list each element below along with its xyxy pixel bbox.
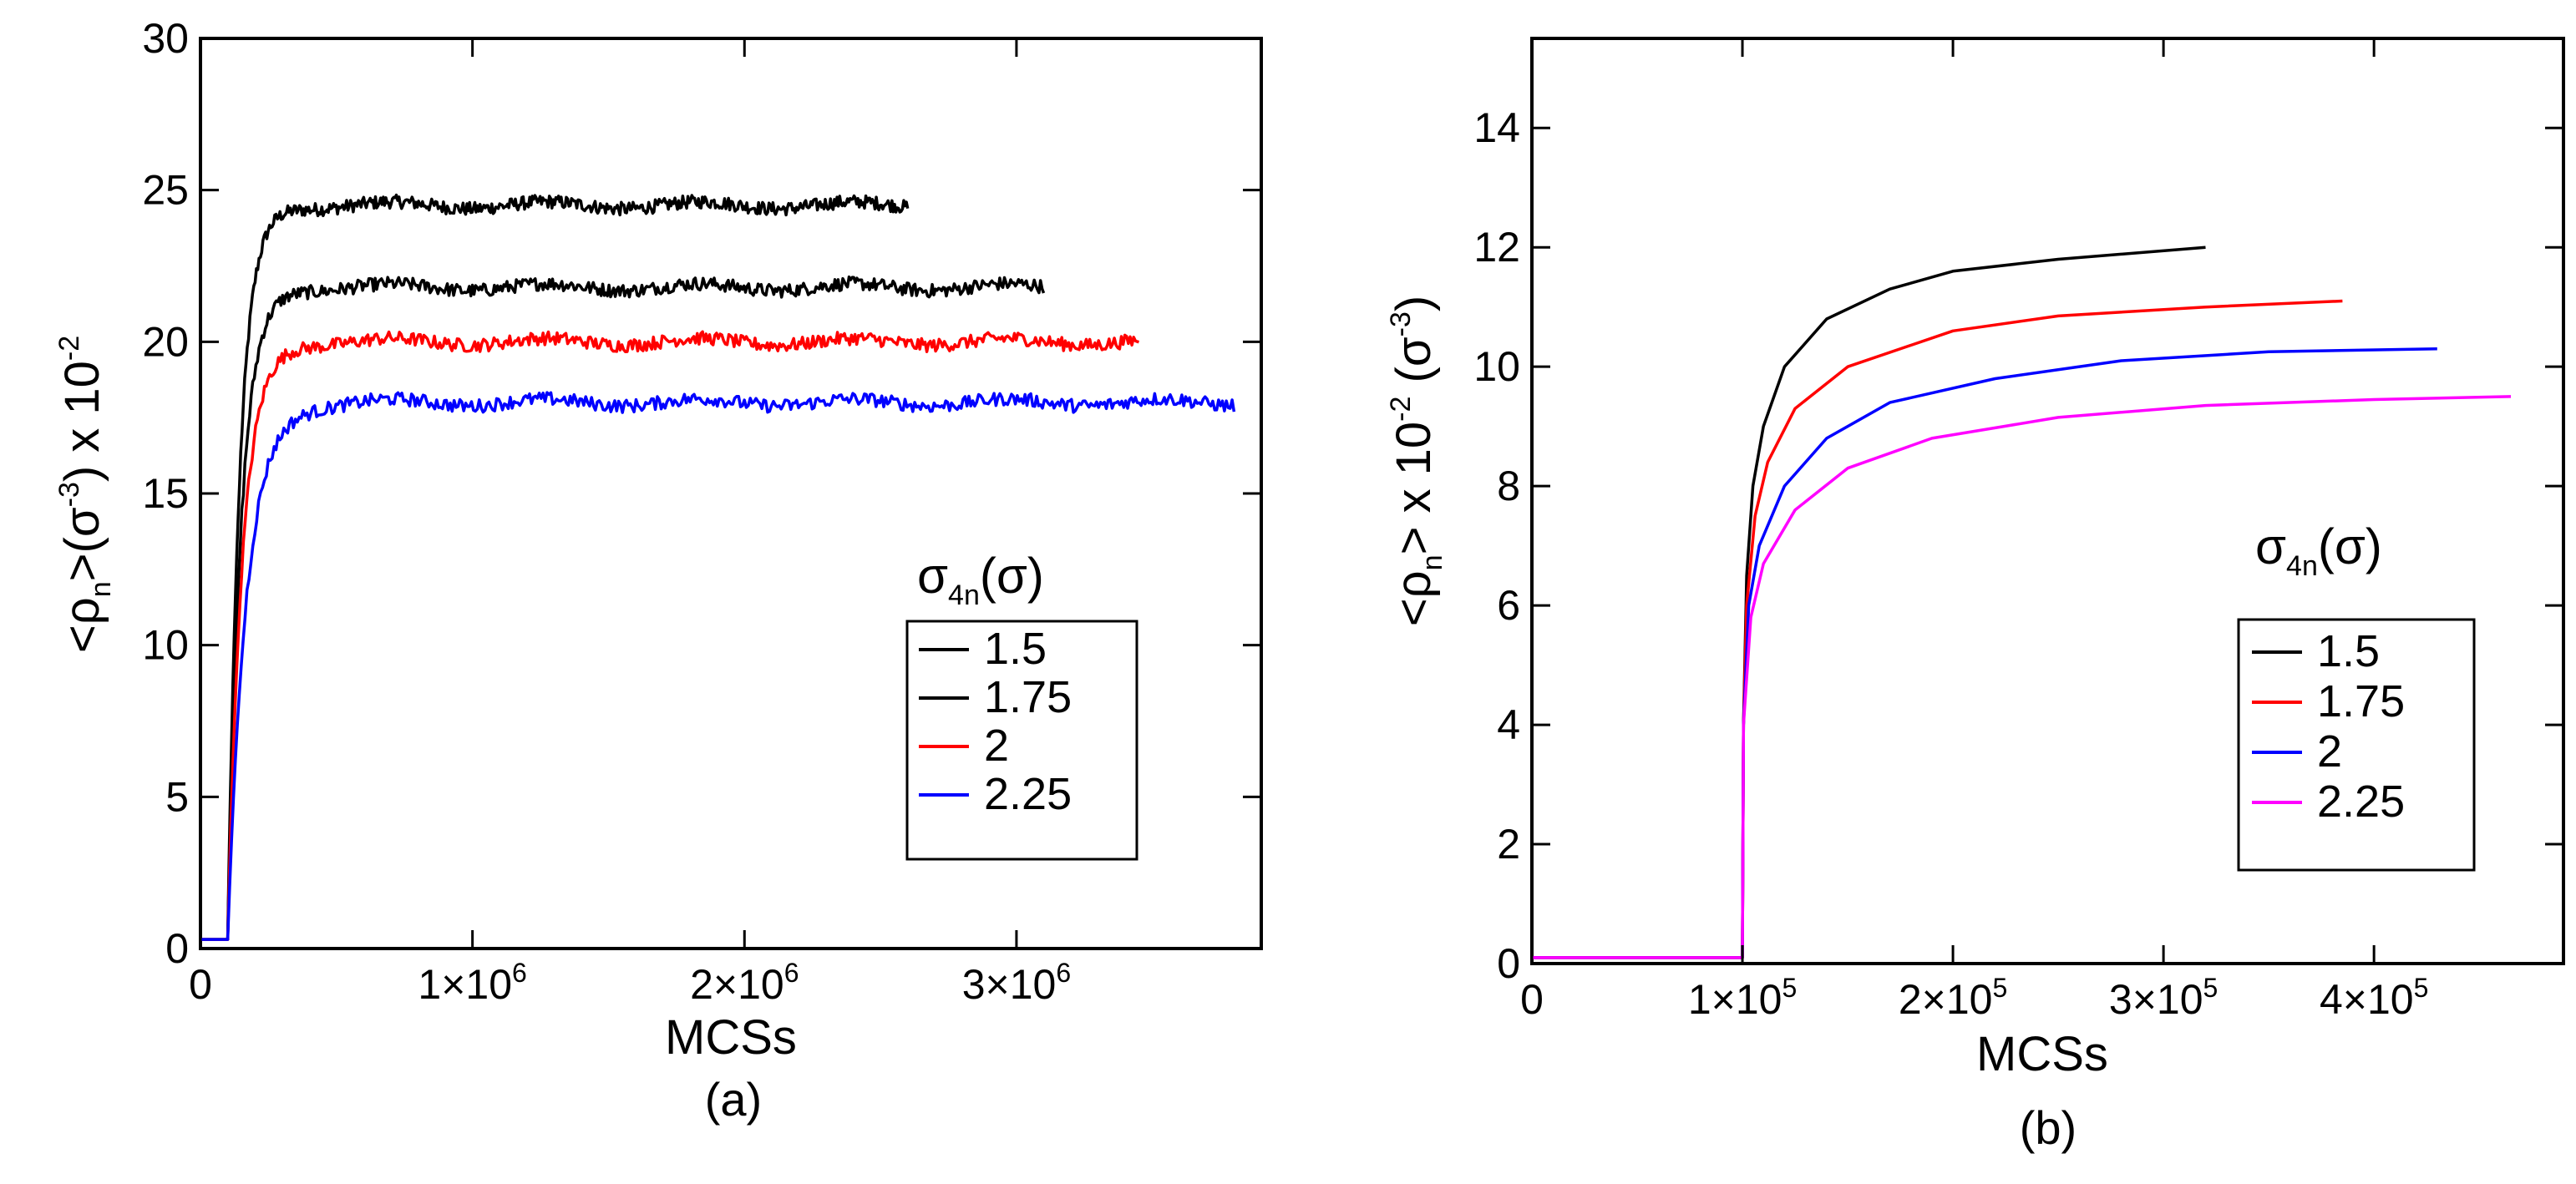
legend-label-b: 1.5 bbox=[2317, 626, 2380, 676]
x-ticks-a: 0 1×106 2×106 3×106 bbox=[189, 38, 1071, 1008]
x-tick-label-b: 3×105 bbox=[2109, 973, 2218, 1023]
y-tick-label-a: 20 bbox=[142, 318, 189, 365]
chart-panel-a: 0 5 10 15 20 25 30 0 1×106 2×106 3×106 MCSs <ρn>(… bbox=[53, 15, 1263, 1126]
x-tick-label-b: 2×105 bbox=[1899, 973, 2007, 1023]
series-line-a-1_75 bbox=[200, 275, 1046, 941]
y-tick-label-b: 4 bbox=[1497, 701, 1520, 748]
y-tick-label-a: 30 bbox=[142, 15, 189, 62]
y-tick-label-b: 6 bbox=[1497, 582, 1520, 629]
y-tick-label-a: 0 bbox=[165, 925, 189, 972]
x-tick-label-b: 0 bbox=[1520, 976, 1544, 1023]
series-group-a bbox=[200, 193, 1236, 941]
y-tick-label-a: 10 bbox=[142, 622, 189, 669]
y-tick-label-a: 25 bbox=[142, 167, 189, 214]
x-tick-label-a: 0 bbox=[189, 961, 212, 1008]
y-tick-label-b: 8 bbox=[1497, 463, 1520, 509]
legend-label-b: 2.25 bbox=[2317, 777, 2405, 827]
y-tick-label-b: 14 bbox=[1473, 104, 1520, 151]
series-line-a-2 bbox=[200, 330, 1139, 941]
panel-label-b: (b) bbox=[2020, 1101, 2077, 1154]
plot-frame-b bbox=[1530, 37, 2565, 965]
x-axis-label-a: MCSs bbox=[665, 1010, 797, 1065]
legend-label-b: 1.75 bbox=[2317, 676, 2405, 726]
y-tick-label-b: 10 bbox=[1473, 343, 1520, 390]
panel-label-a: (a) bbox=[705, 1073, 762, 1126]
x-tick-label-b: 1×105 bbox=[1688, 973, 1797, 1023]
y-tick-label-a: 15 bbox=[142, 470, 189, 517]
series-line-a-1_5 bbox=[200, 193, 910, 941]
legend-label-a: 1.75 bbox=[984, 672, 1072, 722]
x-ticks-b: 0 1×105 2×105 3×105 4×105 bbox=[1520, 38, 2428, 1023]
y-tick-label-b: 0 bbox=[1497, 940, 1520, 987]
x-tick-label-a: 3×106 bbox=[962, 958, 1071, 1008]
legend-box-a bbox=[905, 620, 1138, 861]
series-line-b-1_75 bbox=[1532, 299, 2343, 959]
x-tick-label-a: 2×106 bbox=[690, 958, 799, 1008]
y-tick-label-b: 12 bbox=[1473, 224, 1520, 271]
legend-title-a: σ4n(σ) bbox=[917, 548, 1044, 611]
legend-label-b: 2 bbox=[2317, 726, 2342, 777]
series-line-a-2_25 bbox=[200, 391, 1236, 941]
chart-panel-b: 0 2 4 6 8 10 12 14 0 1×105 2×105 3×105 4×105 MCSs <… bbox=[1385, 37, 2565, 1154]
y-ticks-a: 0 5 10 15 20 25 30 bbox=[142, 15, 1261, 972]
series-group-b bbox=[1532, 245, 2512, 959]
y-ticks-b: 0 2 4 6 8 10 12 14 bbox=[1473, 104, 2563, 987]
legend-label-a: 2 bbox=[984, 721, 1009, 771]
series-line-b-2_25 bbox=[1532, 395, 2512, 959]
series-line-b-1_5 bbox=[1532, 245, 2206, 959]
x-tick-label-a: 1×106 bbox=[418, 958, 526, 1008]
legend-box-b bbox=[2237, 618, 2476, 872]
y-tick-label-a: 5 bbox=[165, 773, 189, 820]
legend-label-a: 2.25 bbox=[984, 769, 1072, 819]
y-axis-label-b: <ρn> x 10-2 (σ-3) bbox=[1385, 296, 1448, 626]
legend-label-a: 1.5 bbox=[984, 624, 1047, 674]
x-tick-label-b: 4×105 bbox=[2320, 973, 2428, 1023]
y-tick-label-b: 2 bbox=[1497, 821, 1520, 868]
y-axis-label-a: <ρn>(σ-3) x 10-2 bbox=[53, 336, 117, 653]
x-axis-label-b: MCSs bbox=[1976, 1027, 2108, 1081]
legend-title-b: σ4n(σ) bbox=[2255, 519, 2382, 582]
